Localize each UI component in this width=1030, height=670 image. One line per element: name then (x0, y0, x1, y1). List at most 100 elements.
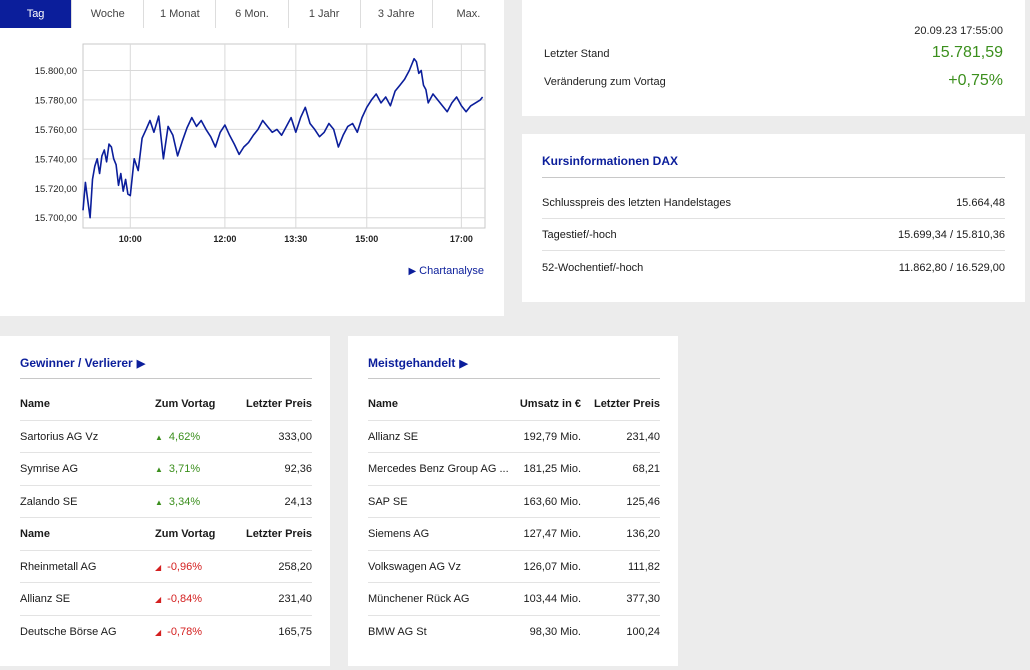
table-header: Name Zum Vortag Letzter Preis (20, 388, 312, 421)
stock-price: 24,13 (284, 495, 312, 508)
table-row[interactable]: Allianz SE 192,79 Mio. 231,40 (368, 421, 660, 453)
y-tick-label: 15.720,00 (35, 184, 77, 195)
tab-1-month[interactable]: 1 Monat (143, 0, 216, 28)
y-tick-label: 15.800,00 (35, 66, 77, 77)
header-change: Zum Vortag (155, 398, 216, 410)
header-name: Name (20, 528, 50, 540)
tab-week[interactable]: Woche (71, 0, 144, 28)
table-row[interactable]: Deutsche Börse AG ◢ -0,78% 165,75 (20, 616, 312, 649)
tab-1-year[interactable]: 1 Jahr (287, 0, 360, 28)
divider (20, 378, 312, 379)
tab-3-years[interactable]: 3 Jahre (359, 0, 432, 28)
triangle-down-icon: ◢ (155, 627, 162, 637)
stock-name: BMW AG St (368, 625, 427, 638)
table-row[interactable]: Volkswagen AG Vz 126,07 Mio. 111,82 (368, 551, 660, 583)
table-row[interactable]: Symrise AG ▲ 3,71% 92,36 (20, 453, 312, 486)
triangle-down-icon: ◢ (155, 595, 162, 604)
stock-price: 333,00 (278, 430, 312, 443)
stock-name: Allianz SE (20, 593, 71, 605)
table-row[interactable]: Siemens AG 127,47 Mio. 136,20 (368, 518, 660, 551)
stock-price: 377,30 (626, 593, 660, 605)
tab-6-months[interactable]: 6 Mon. (215, 0, 288, 28)
x-tick-label: 17:00 (450, 234, 473, 244)
stock-name: SAP SE (368, 495, 408, 508)
divider (368, 378, 660, 379)
most-traded-link[interactable]: Meistgehandelt ▶ (368, 356, 468, 370)
price-info-title: Kursinformationen DAX (542, 154, 679, 168)
y-tick-label: 15.760,00 (35, 125, 77, 136)
stock-name: Deutsche Börse AG (20, 625, 117, 638)
stock-price: 125,46 (626, 495, 660, 508)
stock-price: 111,82 (627, 560, 660, 573)
triangle-down-icon: ◢ (155, 562, 162, 572)
chart-panel: Tag Woche 1 Monat 6 Mon. 1 Jahr 3 Jahre … (0, 0, 504, 316)
table-row[interactable]: Rheinmetall AG ◢ -0,96% 258,20 (20, 551, 312, 583)
header-price: Letzter Preis (245, 398, 312, 410)
play-icon: ▶ (459, 358, 468, 370)
stock-volume: 181,25 Mio. (523, 463, 581, 475)
triangle-up-icon: ▲ (155, 465, 163, 474)
stock-name: Volkswagen AG Vz (368, 560, 461, 573)
stock-volume: 98,30 Mio. (529, 625, 581, 638)
divider (542, 177, 1005, 178)
info-value: 15.664,48 (956, 197, 1005, 209)
stock-name: Mercedes Benz Group AG ... (368, 463, 508, 475)
stock-volume: 192,79 Mio. (523, 430, 581, 443)
price-line (82, 57, 484, 219)
stock-name: Rheinmetall AG (20, 560, 97, 573)
most-traded-panel: Meistgehandelt ▶ Name Umsatz in € Letzter… (348, 336, 678, 666)
x-tick-label: 13:30 (284, 234, 307, 244)
tab-max[interactable]: Max. (431, 0, 504, 28)
table-row[interactable]: Zalando SE ▲ 3,34% 24,13 (20, 486, 312, 518)
stock-price: 92,36 (284, 463, 312, 475)
stock-change: -0,84% (167, 593, 203, 605)
stock-name: Siemens AG (368, 528, 430, 540)
stock-volume: 163,60 Mio. (523, 495, 581, 508)
table-row[interactable]: Münchener Rück AG 103,44 Mio. 377,30 (368, 583, 660, 616)
last-price-row: Letzter Stand 15.781,59 (544, 40, 1003, 62)
info-label: 52-Wochentief/-hoch (542, 262, 644, 274)
triangle-up-icon: ▲ (155, 497, 163, 507)
most-traded-title: Meistgehandelt (368, 356, 456, 370)
table-row[interactable]: Sartorius AG Vz ▲ 4,62% 333,00 (20, 421, 312, 453)
info-label: Tagestief/-hoch (542, 229, 617, 241)
x-tick-label: 15:00 (355, 234, 378, 244)
info-row-day-range: Tagestief/-hoch 15.699,34 / 15.810,36 (542, 219, 1005, 251)
stock-name: Allianz SE (368, 430, 419, 443)
last-price-label: Letzter Stand (544, 48, 610, 60)
stock-price: 136,20 (626, 528, 660, 540)
quote-panel: 20.09.23 17:55:00 Letzter Stand 15.781,5… (522, 0, 1025, 116)
x-tick-label: 10:00 (119, 234, 142, 244)
stock-price: 231,40 (626, 430, 660, 443)
y-tick-label: 15.700,00 (35, 213, 77, 224)
tab-day[interactable]: Tag (0, 0, 72, 28)
chartanalyse-label: Chartanalyse (419, 265, 484, 277)
stock-name: Sartorius AG Vz (20, 430, 99, 443)
stock-price: 100,24 (626, 625, 660, 638)
price-info-panel: Kursinformationen DAX Schlusspreis des l… (522, 134, 1025, 302)
info-row-close: Schlusspreis des letzten Handelstages 15… (542, 187, 1005, 219)
change-label: Veränderung zum Vortag (544, 76, 666, 88)
gainers-losers-link[interactable]: Gewinner / Verlierer ▶ (20, 356, 145, 370)
stock-price: 68,21 (632, 463, 660, 475)
chartanalyse-link[interactable]: ▶ Chartanalyse (408, 265, 484, 277)
header-price: Letzter Preis (593, 398, 660, 410)
change-value: +0,75% (948, 72, 1003, 89)
table-row[interactable]: BMW AG St 98,30 Mio. 100,24 (368, 616, 660, 649)
table-row[interactable]: Allianz SE ◢ -0,84% 231,40 (20, 583, 312, 616)
header-name: Name (20, 398, 50, 410)
table-row[interactable]: SAP SE 163,60 Mio. 125,46 (368, 486, 660, 518)
info-value: 15.699,34 / 15.810,36 (897, 229, 1005, 241)
quote-timestamp: 20.09.23 17:55:00 (914, 25, 1003, 37)
stock-name: Symrise AG (20, 463, 79, 475)
y-tick-label: 15.740,00 (35, 154, 77, 165)
stock-volume: 127,47 Mio. (523, 528, 581, 540)
x-tick-label: 12:00 (213, 234, 236, 244)
intraday-chart: 15.700,00 15.720,00 15.740,00 15.760,00 15.7… (35, 43, 486, 244)
table-row[interactable]: Mercedes Benz Group AG ... 181,25 Mio. 6… (368, 453, 660, 486)
header-name: Name (368, 398, 398, 410)
last-price-value: 15.781,59 (931, 44, 1003, 61)
info-value: 11.862,80 / 16.529,00 (898, 262, 1005, 274)
stock-change: 4,62% (168, 430, 201, 443)
header-volume: Umsatz in € (519, 398, 581, 410)
